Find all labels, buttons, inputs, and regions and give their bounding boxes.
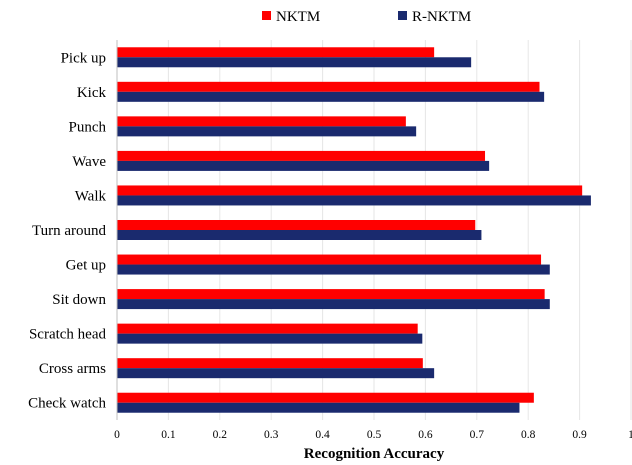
- x-tick-label: 0: [114, 429, 120, 441]
- category-label: Check watch: [28, 396, 106, 412]
- bar-nktm: [117, 47, 435, 58]
- legend-label-r-nktm: R-NKTM: [412, 9, 471, 25]
- category-label: Wave: [72, 154, 106, 170]
- legend-swatch-r-nktm: [398, 11, 407, 20]
- legend: NKTM R-NKTM: [262, 9, 471, 25]
- bar-nktm: [117, 254, 542, 265]
- bar-r-nktm: [117, 57, 472, 68]
- bar-nktm: [117, 289, 545, 300]
- bar-r-nktm: [117, 230, 482, 240]
- bar-nktm: [117, 116, 406, 127]
- category-label: Turn around: [32, 223, 107, 239]
- category-label: Pick up: [61, 50, 106, 66]
- bar-r-nktm: [117, 368, 435, 379]
- category-label: Kick: [77, 85, 107, 101]
- bar-nktm: [117, 185, 583, 196]
- bar-r-nktm: [117, 402, 520, 413]
- x-tick-label: 0.1: [161, 429, 176, 441]
- category-label: Punch: [69, 119, 107, 135]
- bar-r-nktm: [117, 126, 417, 137]
- bar-nktm: [117, 81, 540, 92]
- legend-label-nktm: NKTM: [276, 9, 320, 25]
- x-tick-label: 0.8: [521, 429, 536, 441]
- x-tick-label: 0.7: [470, 429, 485, 441]
- x-tick-labels: 0 0.1 0.2 0.3 0.4 0.5 0.6 0.7 0.8 0.9 1: [114, 429, 632, 441]
- bar-nktm: [117, 323, 418, 334]
- x-tick-label: 0.6: [418, 429, 433, 441]
- bar-r-nktm: [117, 91, 545, 102]
- bar-r-nktm: [117, 160, 490, 171]
- bar-nktm: [117, 358, 423, 369]
- x-tick-label: 1: [628, 429, 632, 441]
- category-label: Sit down: [52, 292, 106, 308]
- bar-r-nktm: [117, 299, 550, 310]
- x-tick-label: 0.5: [367, 429, 382, 441]
- bar-r-nktm: [117, 195, 591, 206]
- bar-r-nktm: [117, 264, 550, 275]
- category-label: Get up: [66, 258, 106, 274]
- category-labels: Pick up Kick Punch Wave Walk Turn around Get u…: [28, 50, 106, 411]
- legend-swatch-nktm: [262, 11, 271, 20]
- category-label: Walk: [75, 188, 107, 204]
- x-tick-label: 0.3: [264, 429, 279, 441]
- bar-nktm: [117, 220, 476, 230]
- category-label: Cross arms: [39, 361, 106, 377]
- category-label: Scratch head: [29, 327, 107, 343]
- x-tick-label: 0.4: [315, 429, 330, 441]
- bar-nktm: [117, 150, 486, 161]
- x-tick-label: 0.9: [572, 429, 587, 441]
- x-axis-title: Recognition Accuracy: [304, 446, 445, 462]
- bars: [117, 47, 591, 413]
- bar-r-nktm: [117, 333, 423, 344]
- x-tick-label: 0.2: [213, 429, 228, 441]
- bar-nktm: [117, 392, 534, 403]
